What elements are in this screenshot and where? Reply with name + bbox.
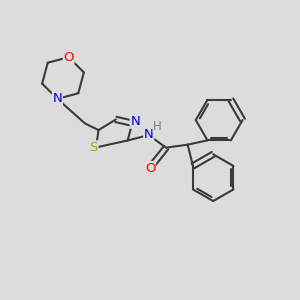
Text: N: N xyxy=(130,115,140,128)
Text: H: H xyxy=(153,120,162,133)
Text: N: N xyxy=(144,128,154,141)
Text: O: O xyxy=(145,162,155,175)
Text: S: S xyxy=(89,141,98,154)
Text: N: N xyxy=(52,92,62,105)
Text: O: O xyxy=(63,51,74,64)
